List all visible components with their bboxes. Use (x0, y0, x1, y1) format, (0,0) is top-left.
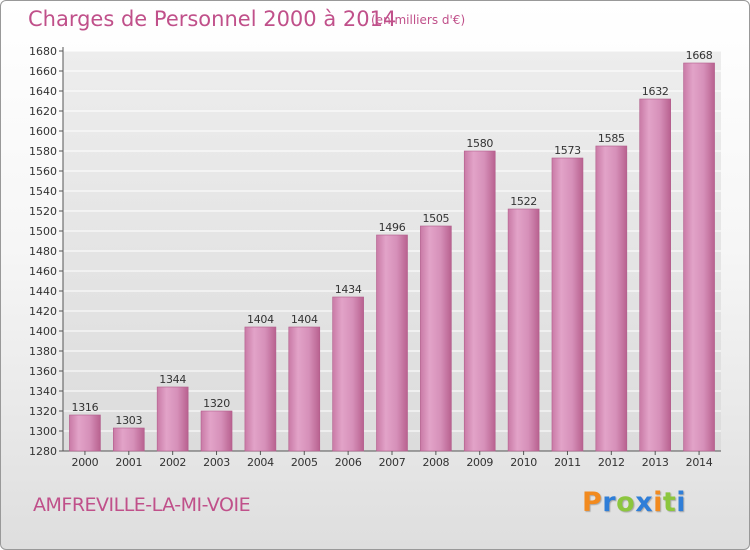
bar (551, 157, 584, 452)
bar-value-label: 1404 (291, 313, 318, 326)
y-tick-label: 1460 (29, 265, 57, 278)
y-tick-label: 1440 (29, 285, 57, 298)
y-tick-label: 1540 (29, 185, 57, 198)
bar (463, 150, 496, 452)
bar-value-label: 1434 (335, 283, 362, 296)
x-tick-label: 2002 (159, 456, 186, 469)
bar (156, 386, 189, 452)
logo-letter: o (616, 487, 636, 518)
y-tick-label: 1560 (29, 165, 57, 178)
bar-value-label: 1320 (203, 397, 230, 410)
logo-letter: t (662, 487, 677, 518)
logo-letter: i (653, 487, 663, 518)
y-tick-label: 1320 (29, 405, 57, 418)
y-tick-label: 1620 (29, 105, 57, 118)
bar-value-label: 1303 (115, 414, 142, 427)
y-tick-label: 1360 (29, 365, 57, 378)
y-tick-label: 1660 (29, 65, 57, 78)
bar (683, 62, 715, 452)
bar (595, 145, 628, 452)
logo-letter: x (635, 487, 654, 518)
chart-subtitle: (en milliers d'€) (371, 13, 466, 27)
x-tick-label: 2006 (335, 456, 362, 469)
bar (376, 234, 408, 452)
x-tick-label: 2010 (510, 456, 537, 469)
y-tick-label: 1340 (29, 385, 57, 398)
chart-title: Charges de Personnel 2000 à 2014 (28, 7, 397, 31)
x-tick-label: 2003 (203, 456, 230, 469)
bar (288, 326, 321, 452)
bar-value-label: 1632 (642, 85, 669, 98)
bar-value-label: 1585 (598, 132, 625, 145)
y-tick-label: 1480 (29, 245, 57, 258)
y-tick-label: 1420 (29, 305, 57, 318)
y-tick-label: 1300 (29, 425, 57, 438)
x-tick-label: 2014 (686, 456, 713, 469)
proxiti-logo: Proxiti (582, 487, 686, 518)
bar-value-label: 1573 (554, 144, 581, 157)
y-tick-label: 1680 (29, 45, 57, 58)
bar (69, 414, 101, 452)
bar (420, 225, 452, 452)
bar-value-label: 1344 (159, 373, 186, 386)
x-tick-label: 2012 (598, 456, 625, 469)
bar (200, 410, 233, 452)
bar-value-label: 1580 (466, 137, 493, 150)
x-tick-label: 2007 (379, 456, 406, 469)
bar (244, 326, 277, 452)
y-tick-label: 1400 (29, 325, 57, 338)
y-tick-label: 1520 (29, 205, 57, 218)
logo-letter: i (676, 487, 687, 518)
y-tick-label: 1500 (29, 225, 57, 238)
x-tick-label: 2009 (466, 456, 493, 469)
plot-area: 1280 1300 1320 1340 1360 1380 1400 1420 1440 1460… (29, 45, 721, 469)
bar-value-label: 1316 (72, 401, 99, 414)
bar-value-label: 1404 (247, 313, 274, 326)
y-tick-label: 1280 (29, 445, 57, 458)
x-tick-label: 2008 (422, 456, 449, 469)
bar-value-label: 1505 (422, 212, 449, 225)
y-tick-label: 1600 (29, 125, 57, 138)
y-tick-label: 1580 (29, 145, 57, 158)
y-tick-label: 1380 (29, 345, 57, 358)
bar-value-label: 1496 (379, 221, 406, 234)
x-tick-label: 2001 (115, 456, 142, 469)
logo-letter: P (582, 487, 603, 518)
bar-value-label: 1522 (510, 195, 537, 208)
x-tick-label: 2013 (642, 456, 669, 469)
x-tick-label: 2004 (247, 456, 274, 469)
bar (639, 98, 672, 452)
y-tick-label: 1640 (29, 85, 57, 98)
x-tick-label: 2011 (554, 456, 581, 469)
logo-letter: r (602, 487, 617, 518)
x-tick-label: 2005 (291, 456, 318, 469)
bar (332, 296, 364, 452)
bar (507, 208, 540, 452)
x-tick-label: 2000 (72, 456, 99, 469)
city-name: AMFREVILLE-LA-MI-VOIE (33, 494, 251, 516)
bar-value-label: 1668 (686, 49, 713, 62)
bar (113, 427, 145, 452)
